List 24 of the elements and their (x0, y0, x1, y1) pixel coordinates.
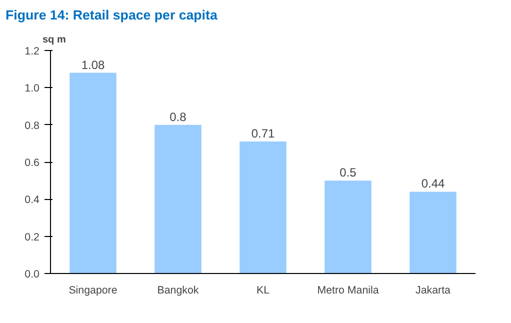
x-tick-label: Jakarta (416, 284, 451, 296)
y-tick-label: 1.0 (24, 82, 40, 95)
bar (410, 192, 456, 274)
data-label: 1.08 (81, 58, 106, 72)
bar (324, 180, 372, 274)
x-tick-label: Metro Manila (317, 284, 379, 296)
y-tick-label: 1.2 (24, 46, 40, 58)
bar (240, 142, 286, 274)
bar (154, 124, 202, 274)
y-axis-title: sq m (42, 34, 66, 46)
y-tick-label: 0.2 (24, 231, 40, 244)
y-tick-label: 0.8 (24, 120, 40, 132)
x-tick-label: Singapore (68, 284, 118, 296)
bar (70, 72, 116, 274)
x-tick-label: Bangkok (157, 284, 200, 296)
y-tick-label: 0.6 (24, 157, 40, 169)
chart-title: Figure 14: Retail space per capita (6, 8, 218, 22)
y-tick-label: 0.4 (24, 194, 40, 206)
data-label: 0.71 (251, 126, 276, 141)
data-label: 0.5 (340, 166, 357, 180)
data-label: 0.44 (421, 176, 446, 191)
data-label: 0.8 (170, 110, 187, 124)
x-tick-label: KL (256, 284, 270, 296)
y-tick-label: 0.0 (24, 268, 40, 280)
